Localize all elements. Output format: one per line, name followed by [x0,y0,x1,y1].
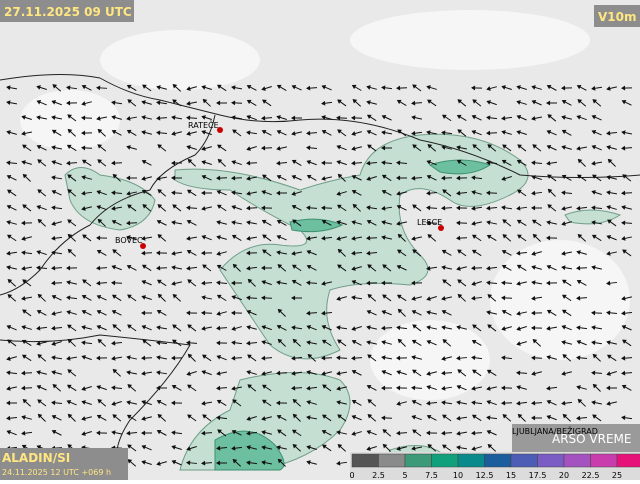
brand: ARSO VREME [552,432,632,446]
field: V10m [598,10,637,24]
legend-swatch [564,454,591,467]
legend-swatch [511,454,538,467]
legend-label: 20 [559,471,569,480]
place-label: RATEČE [188,119,219,130]
place-label: BOVEC [115,236,143,245]
legend-swatch [485,454,512,467]
legend-label: 10 [453,471,463,480]
legend-label: 2.5 [372,471,385,480]
legend-label: 15 [506,471,516,480]
legend-swatch [352,454,379,467]
model: ALADIN/SI [2,451,70,465]
legend-swatch [591,454,618,467]
legend-label: 5 [402,471,407,480]
legend-swatch [458,454,485,467]
place-label: LESCE [417,218,442,227]
title: 27.11.2025 09 UTC [4,5,132,19]
legend-swatch [617,454,640,467]
legend-label: 17.5 [529,471,547,480]
legend-swatch [379,454,406,467]
legend-label: 25 [612,471,622,480]
legend-label: 22.5 [582,471,600,480]
legend-label: 0 [349,471,354,480]
legend-label: 12.5 [476,471,494,480]
run: 24.11.2025 12 UTC +069 h [2,468,111,477]
legend-swatch [538,454,565,467]
legend-label: 7.5 [425,471,438,480]
legend-swatch [405,454,432,467]
legend-swatch [432,454,459,467]
